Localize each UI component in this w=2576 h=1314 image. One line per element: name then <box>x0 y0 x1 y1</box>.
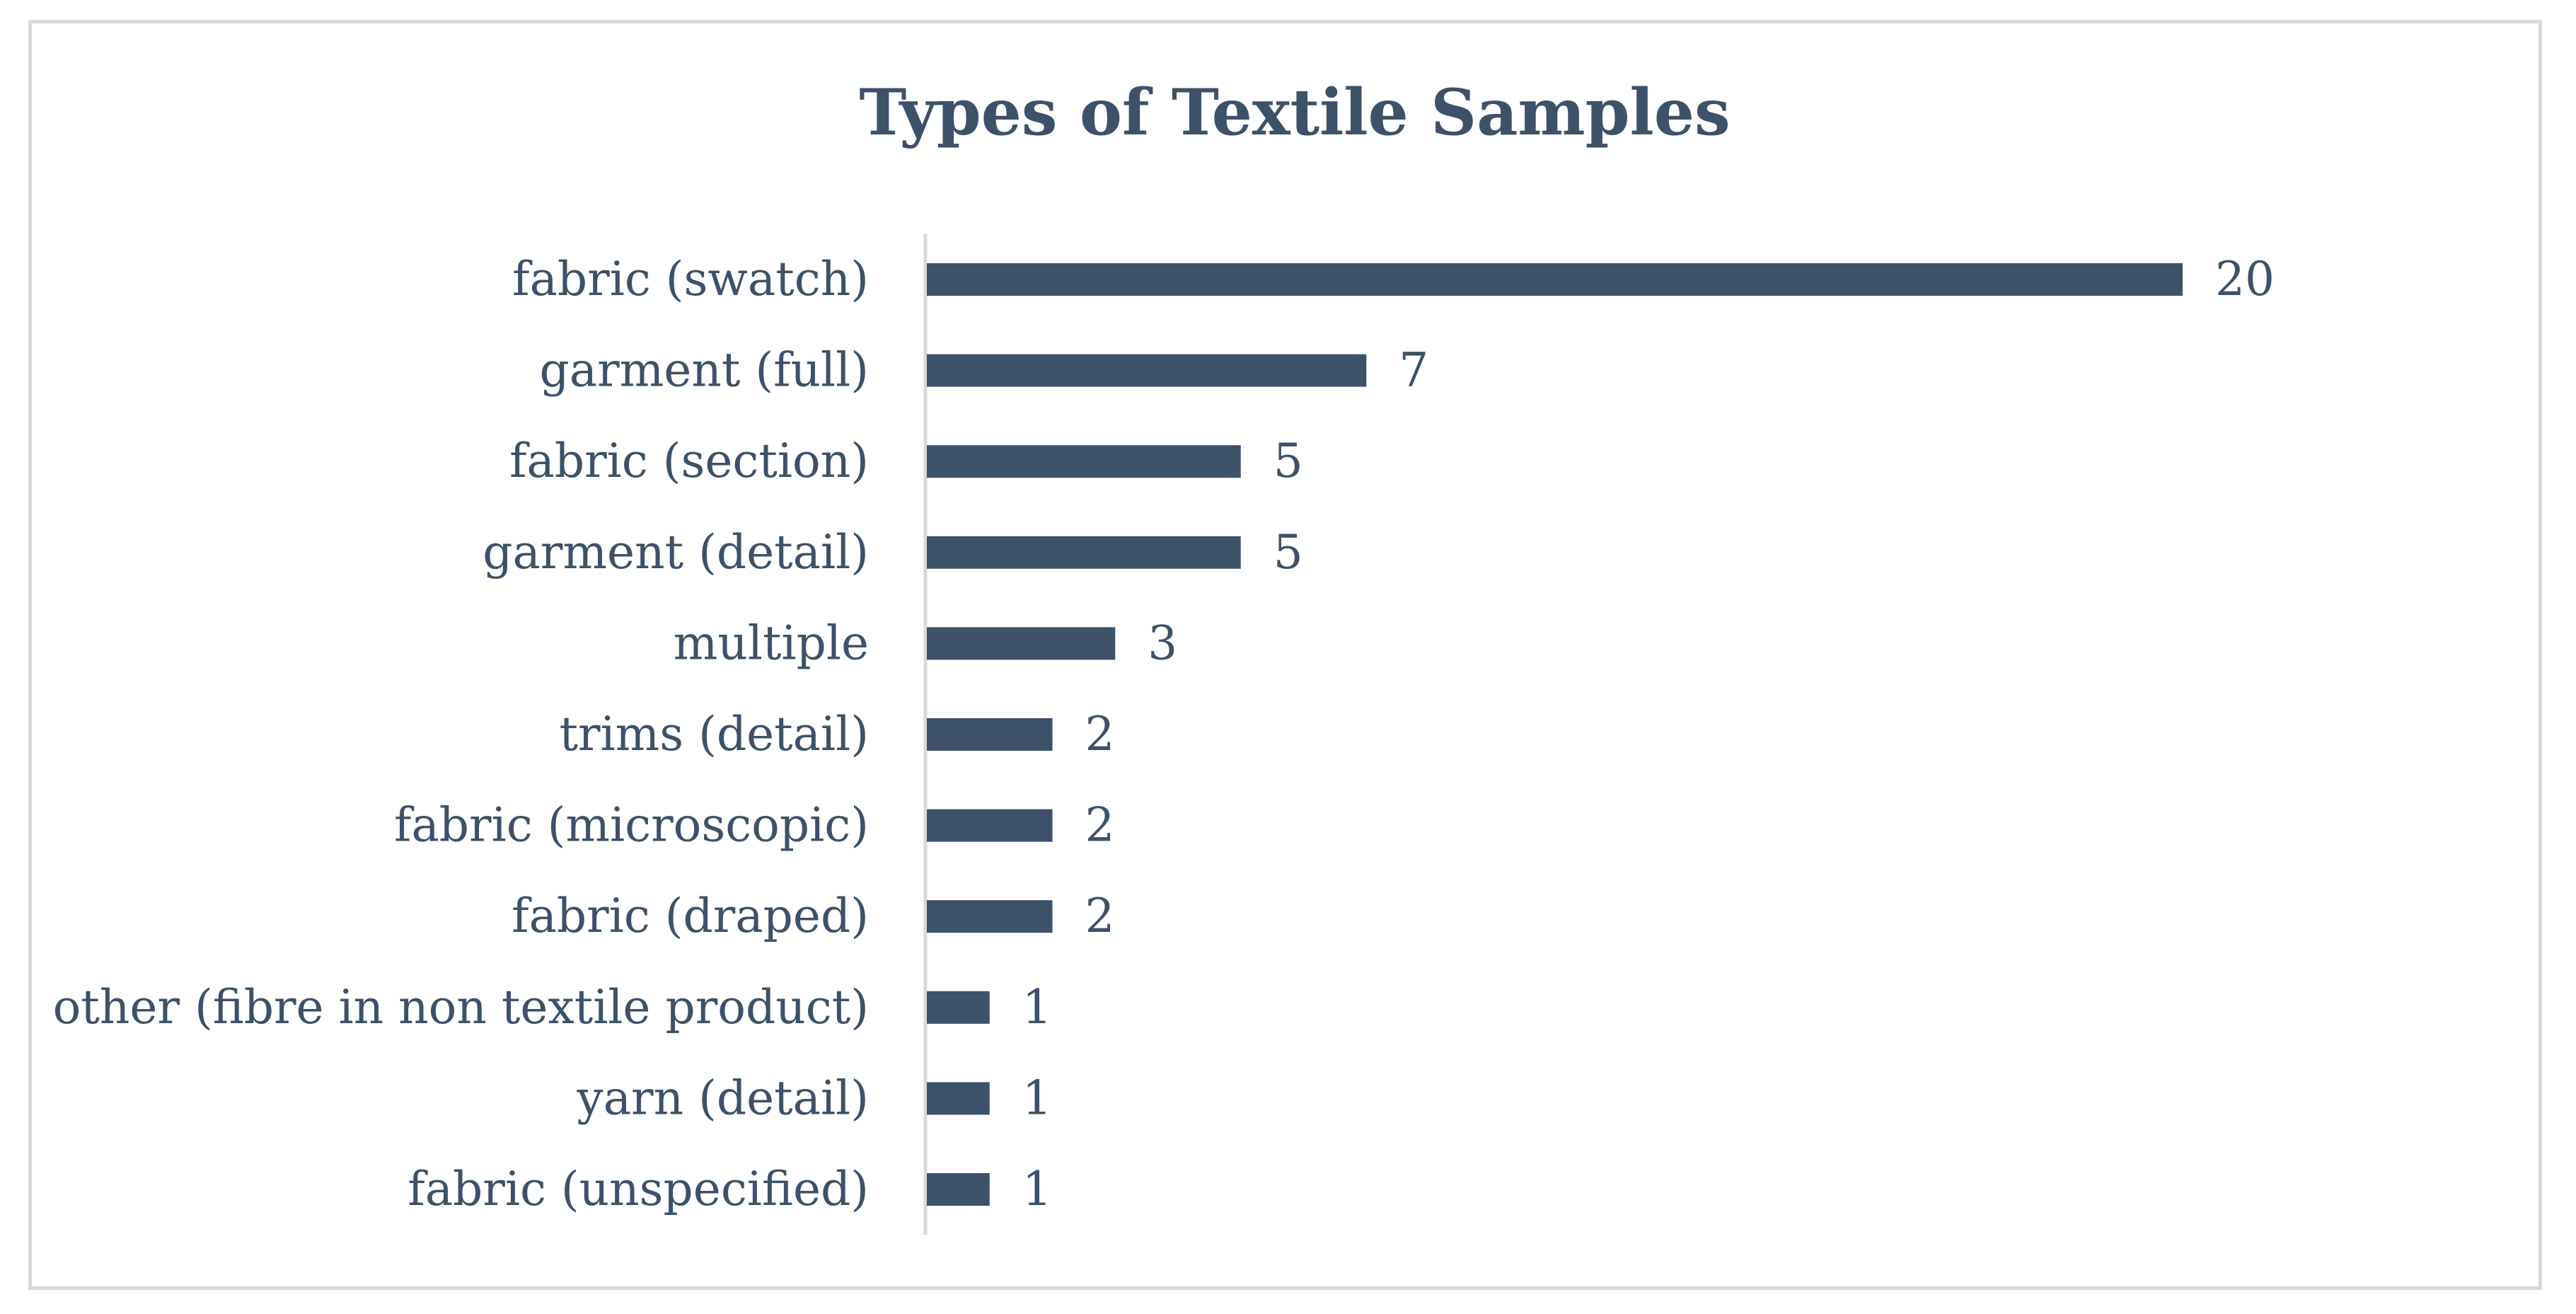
data-label: 2 <box>1085 707 1115 761</box>
bar <box>927 354 1367 387</box>
data-label: 5 <box>1273 525 1303 580</box>
category-label: fabric (section) <box>509 434 869 488</box>
bar <box>927 263 2183 296</box>
category-label: multiple <box>674 616 869 670</box>
bar <box>927 1082 990 1115</box>
category-label: garment (full) <box>540 343 869 398</box>
bar <box>927 627 1116 660</box>
data-label: 20 <box>2215 252 2275 306</box>
category-label: yarn (detail) <box>576 1071 869 1125</box>
data-label: 5 <box>1273 434 1303 488</box>
data-label: 1 <box>1022 980 1052 1035</box>
bar <box>927 1173 990 1206</box>
category-label: other (fibre in non textile product) <box>53 980 869 1035</box>
data-label: 7 <box>1399 343 1428 398</box>
category-label: fabric (microscopic) <box>394 798 869 853</box>
bars-layer: fabric (swatch) 20 garment (full) 7 fabric (… <box>53 252 2275 1216</box>
category-label: garment (detail) <box>483 525 869 580</box>
bar <box>927 536 1241 569</box>
bar <box>927 445 1241 478</box>
data-label: 2 <box>1085 889 1115 943</box>
bar <box>927 718 1053 751</box>
chart-frame <box>28 20 2542 1290</box>
category-label: trims (detail) <box>559 707 869 761</box>
data-label: 2 <box>1085 798 1115 853</box>
category-label: fabric (draped) <box>512 889 869 943</box>
data-label: 1 <box>1022 1162 1052 1216</box>
category-label: fabric (unspecified) <box>408 1162 869 1216</box>
data-label: 3 <box>1148 616 1177 670</box>
chart-title: Types of Textile Samples <box>859 75 1730 150</box>
category-label: fabric (swatch) <box>512 252 869 306</box>
bar <box>927 809 1053 842</box>
bar <box>927 900 1053 933</box>
bar <box>927 991 990 1024</box>
data-label: 1 <box>1022 1071 1052 1125</box>
